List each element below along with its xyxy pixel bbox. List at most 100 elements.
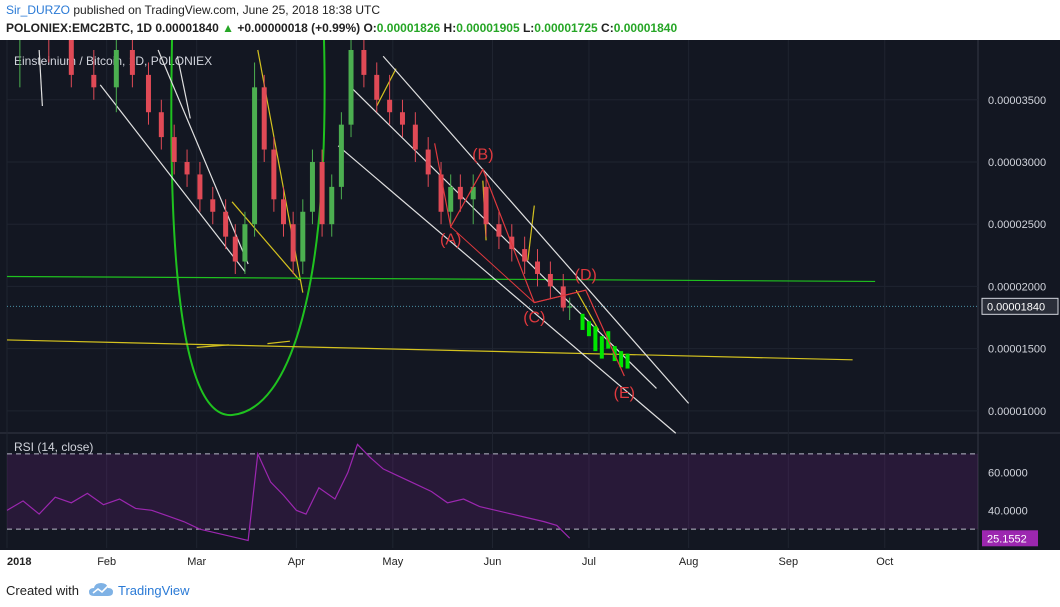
candle-body <box>547 273 553 287</box>
candle-body <box>338 124 344 187</box>
candle-body <box>348 50 354 125</box>
symbol-line: POLONIEX:EMC2BTC, 1D 0.00001840 ▲ +0.000… <box>6 21 677 35</box>
tradingview-brand-link[interactable]: TradingView <box>118 583 190 598</box>
candle <box>470 174 476 225</box>
candle-body <box>535 261 541 274</box>
forecast-bar <box>625 353 630 369</box>
candle <box>448 174 454 225</box>
candle <box>48 40 50 63</box>
rsi-band-fill <box>7 453 978 530</box>
rsi-line <box>6 443 571 542</box>
candle <box>210 186 216 225</box>
candle <box>290 211 296 274</box>
rsi-tick-label: 60.0000 <box>988 468 1028 480</box>
candle <box>184 149 190 187</box>
price-tick-label: 0.00002500 <box>988 219 1046 231</box>
candle <box>232 224 238 274</box>
candle-body <box>483 186 489 225</box>
candle <box>522 236 528 274</box>
rsi-current-label: 25.1552 <box>987 533 1027 545</box>
high-value: 0.00001905 <box>456 21 520 35</box>
price-tick-label: 0.00001000 <box>988 406 1046 418</box>
time-tick-label: Mar <box>187 556 206 568</box>
time-tick-label: Apr <box>288 556 305 568</box>
trend-line <box>38 49 43 107</box>
candle-body <box>184 161 190 175</box>
chart-area[interactable]: Einsteinium / Bitcoin, 1D, POLONIEX 0.000… <box>0 40 1060 570</box>
candle-body <box>309 161 315 212</box>
candle-body <box>210 199 216 212</box>
channel-line <box>337 145 677 434</box>
candle <box>319 149 325 237</box>
open-value: 0.00001826 <box>376 21 441 35</box>
yellow-support-line <box>6 339 853 361</box>
tradingview-cloud-icon <box>89 583 113 596</box>
price-chart[interactable]: Einsteinium / Bitcoin, 1D, POLONIEX 0.000… <box>0 40 1060 570</box>
candle-body <box>319 161 325 225</box>
candle <box>309 149 315 225</box>
up-arrow-icon: ▲ <box>222 21 234 35</box>
candle-body <box>329 186 335 225</box>
candle <box>535 249 541 287</box>
elliott-wave-path <box>434 143 625 377</box>
candle <box>399 99 405 138</box>
low-label: L: <box>522 21 535 35</box>
candle-body <box>91 74 97 88</box>
chart-title: Einsteinium / Bitcoin, 1D, POLONIEX <box>14 54 212 68</box>
minor-trend-line <box>267 340 291 345</box>
candle-body <box>261 87 267 150</box>
candle-body <box>374 74 380 100</box>
forecast-bar <box>619 351 624 368</box>
time-tick-label: Sep <box>779 556 799 568</box>
price-change: +0.00000018 (+0.99%) <box>237 21 361 35</box>
close-value: 0.00001840 <box>613 21 678 35</box>
candle <box>425 137 431 187</box>
minor-trend-line <box>376 68 397 107</box>
time-tick-label: 2018 <box>7 556 31 568</box>
candle-body <box>448 186 454 212</box>
candle <box>387 74 393 125</box>
candle-body <box>129 50 135 75</box>
trend-line <box>157 49 249 265</box>
candle-body <box>68 40 74 75</box>
chart-background <box>0 40 1060 570</box>
time-tick-label: May <box>382 556 403 568</box>
chart-header: Sir_DURZO published on TradingView.com, … <box>0 0 1060 40</box>
price-tick-label: 0.00003500 <box>988 95 1046 107</box>
candle <box>197 161 203 212</box>
candle-body <box>496 224 502 237</box>
forecast-bar <box>580 313 585 330</box>
candle-body <box>158 112 164 138</box>
candle-body <box>387 99 393 113</box>
close-label: C: <box>601 21 614 35</box>
time-tick-label: Feb <box>97 556 116 568</box>
minor-trend-line <box>231 201 301 281</box>
candle <box>223 199 229 250</box>
forecast-bar <box>593 326 598 352</box>
low-value: 0.00001725 <box>534 21 598 35</box>
candle-body <box>252 87 258 225</box>
candle-body <box>113 50 119 88</box>
candle-body <box>522 249 528 262</box>
candle <box>271 137 277 212</box>
candle <box>19 40 21 88</box>
candle <box>496 211 502 250</box>
candle-body <box>560 286 566 308</box>
candle <box>412 112 418 162</box>
wave-label: (D) <box>575 267 597 284</box>
candle-body <box>271 149 277 200</box>
time-tick-label: Jul <box>582 556 596 568</box>
open-label: O: <box>363 21 377 35</box>
wave-label: (E) <box>614 385 635 402</box>
candle-body <box>425 149 431 175</box>
author-link[interactable]: Sir_DURZO <box>6 3 71 17</box>
rsi-label: RSI (14, close) <box>14 440 93 454</box>
rsi-tick-label: 40.0000 <box>988 505 1028 517</box>
green-support-line <box>6 275 876 283</box>
channel-line <box>350 86 657 389</box>
candle <box>457 174 463 212</box>
channel-line <box>382 55 690 404</box>
candle <box>300 199 306 274</box>
candle <box>129 40 135 88</box>
candle-body <box>281 199 287 225</box>
